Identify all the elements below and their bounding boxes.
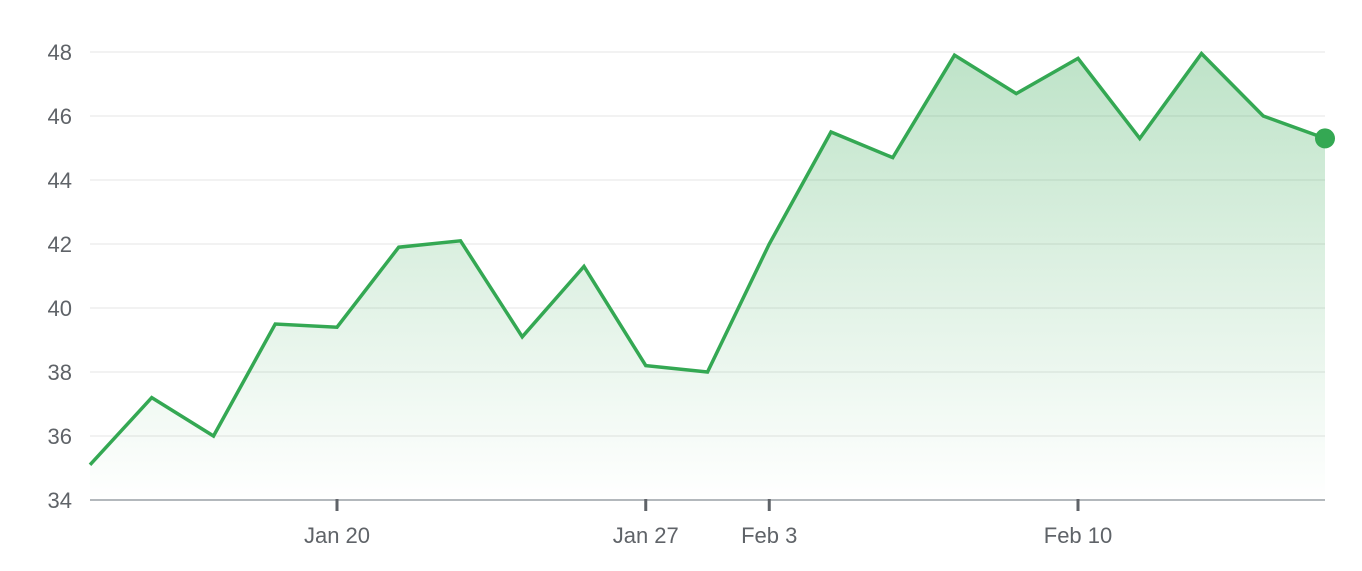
y-tick-label: 46 <box>48 104 72 129</box>
y-tick-label: 44 <box>48 168 72 193</box>
line-layer <box>88 50 1335 466</box>
area-layer <box>90 53 1325 500</box>
y-tick-label: 36 <box>48 424 72 449</box>
series-line <box>88 50 1326 466</box>
x-axis-labels: Jan 20 Jan 27 Feb 3 Feb 10 <box>304 523 1112 548</box>
x-tick-label: Feb 3 <box>741 523 797 548</box>
y-tick-label: 40 <box>48 296 72 321</box>
area-fill <box>90 53 1325 500</box>
x-tick-label: Jan 20 <box>304 523 370 548</box>
y-tick-label: 38 <box>48 360 72 385</box>
y-tick-label: 48 <box>48 40 72 65</box>
y-tick-label: 34 <box>48 488 72 513</box>
y-tick-label: 42 <box>48 232 72 257</box>
last-point-marker[interactable] <box>1315 128 1335 149</box>
x-tick-label: Feb 10 <box>1044 523 1113 548</box>
x-axis <box>90 499 1325 511</box>
y-axis-labels: 34 36 38 40 42 44 46 48 <box>48 40 72 513</box>
x-tick-label: Jan 27 <box>613 523 679 548</box>
